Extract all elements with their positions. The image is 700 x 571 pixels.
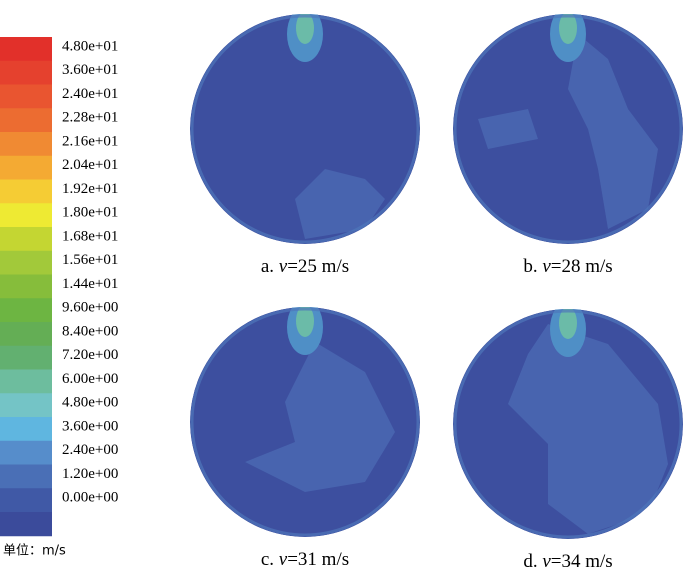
caption-var: v [542,256,551,277]
jet-core [296,14,314,44]
caption-var: v [542,551,551,571]
legend-swatch [0,417,52,442]
plot-rim [190,14,420,244]
contour-plot [453,14,683,244]
caption-value: =28 m/s [551,256,613,277]
legend-label: 1.56e+01 [62,252,118,268]
velocity-patch [478,109,538,149]
panel-caption: d. v=34 m/s [523,551,612,571]
caption-value: =34 m/s [551,551,613,571]
legend-swatch [0,393,52,418]
legend-swatch [0,60,52,85]
legend-swatch [0,37,52,62]
legend-swatch [0,369,52,394]
plot-rim [190,307,420,537]
velocity-patch [568,34,658,229]
jet-core [559,14,577,44]
caption-value: =25 m/s [287,256,349,277]
caption-var: v [279,549,288,570]
plot-rim [453,309,683,539]
unit-label: 单位：m/s [3,544,66,559]
legend-label: 1.68e+01 [62,228,118,244]
legend-swatch [0,179,52,204]
caption-var: v [279,256,288,277]
jet-core [559,309,577,339]
contour-plot [453,309,683,539]
legend-label: 2.28e+01 [62,110,118,126]
legend-label: 3.60e+00 [62,418,118,434]
legend-swatch [0,322,52,347]
legend-label: 6.00e+00 [62,371,118,387]
legend-label: 1.92e+01 [62,181,118,197]
jet-core [296,307,314,337]
legend-swatch [0,512,52,537]
legend-label: 2.40e+01 [62,86,118,102]
contour-plot [190,14,420,244]
legend-swatch [0,464,52,489]
legend-label: 8.40e+00 [62,323,118,339]
velocity-patch [508,324,668,534]
legend-label: 9.60e+00 [62,300,118,316]
legend-swatch [0,345,52,370]
caption-value: =31 m/s [287,549,349,570]
legend-swatch [0,274,52,299]
velocity-patch [295,169,385,239]
legend-swatch [0,203,52,228]
legend-swatch [0,298,52,323]
legend-label: 2.04e+01 [62,157,118,173]
plot-rim [453,14,683,244]
legend-label: 4.80e+00 [62,395,118,411]
caption-letter: c. [261,549,274,570]
legend-swatch [0,84,52,109]
legend-swatch [0,155,52,180]
legend-label: 1.80e+01 [62,205,118,221]
legend-label: 2.40e+00 [62,442,118,458]
legend-label: 7.20e+00 [62,347,118,363]
caption-letter: d. [523,551,537,571]
caption-letter: b. [523,256,537,277]
panel-caption: a. v=25 m/s [261,256,349,277]
caption-letter: a. [261,256,274,277]
legend-swatch [0,227,52,252]
legend-label: 4.80e+01 [62,38,118,54]
legend-label: 2.16e+01 [62,133,118,149]
legend-label: 1.20e+00 [62,466,118,482]
legend-swatch [0,488,52,513]
contour-plot [190,307,420,537]
legend-swatch [0,108,52,133]
velocity-patch [245,342,395,492]
panel-caption: c. v=31 m/s [261,549,349,570]
legend-swatch [0,250,52,275]
legend-label: 0.00e+00 [62,490,118,506]
legend-label: 3.60e+01 [62,62,118,78]
legend-label: 1.44e+01 [62,276,118,292]
panel-caption: b. v=28 m/s [523,256,612,277]
legend-swatch [0,440,52,465]
legend-swatch [0,132,52,157]
